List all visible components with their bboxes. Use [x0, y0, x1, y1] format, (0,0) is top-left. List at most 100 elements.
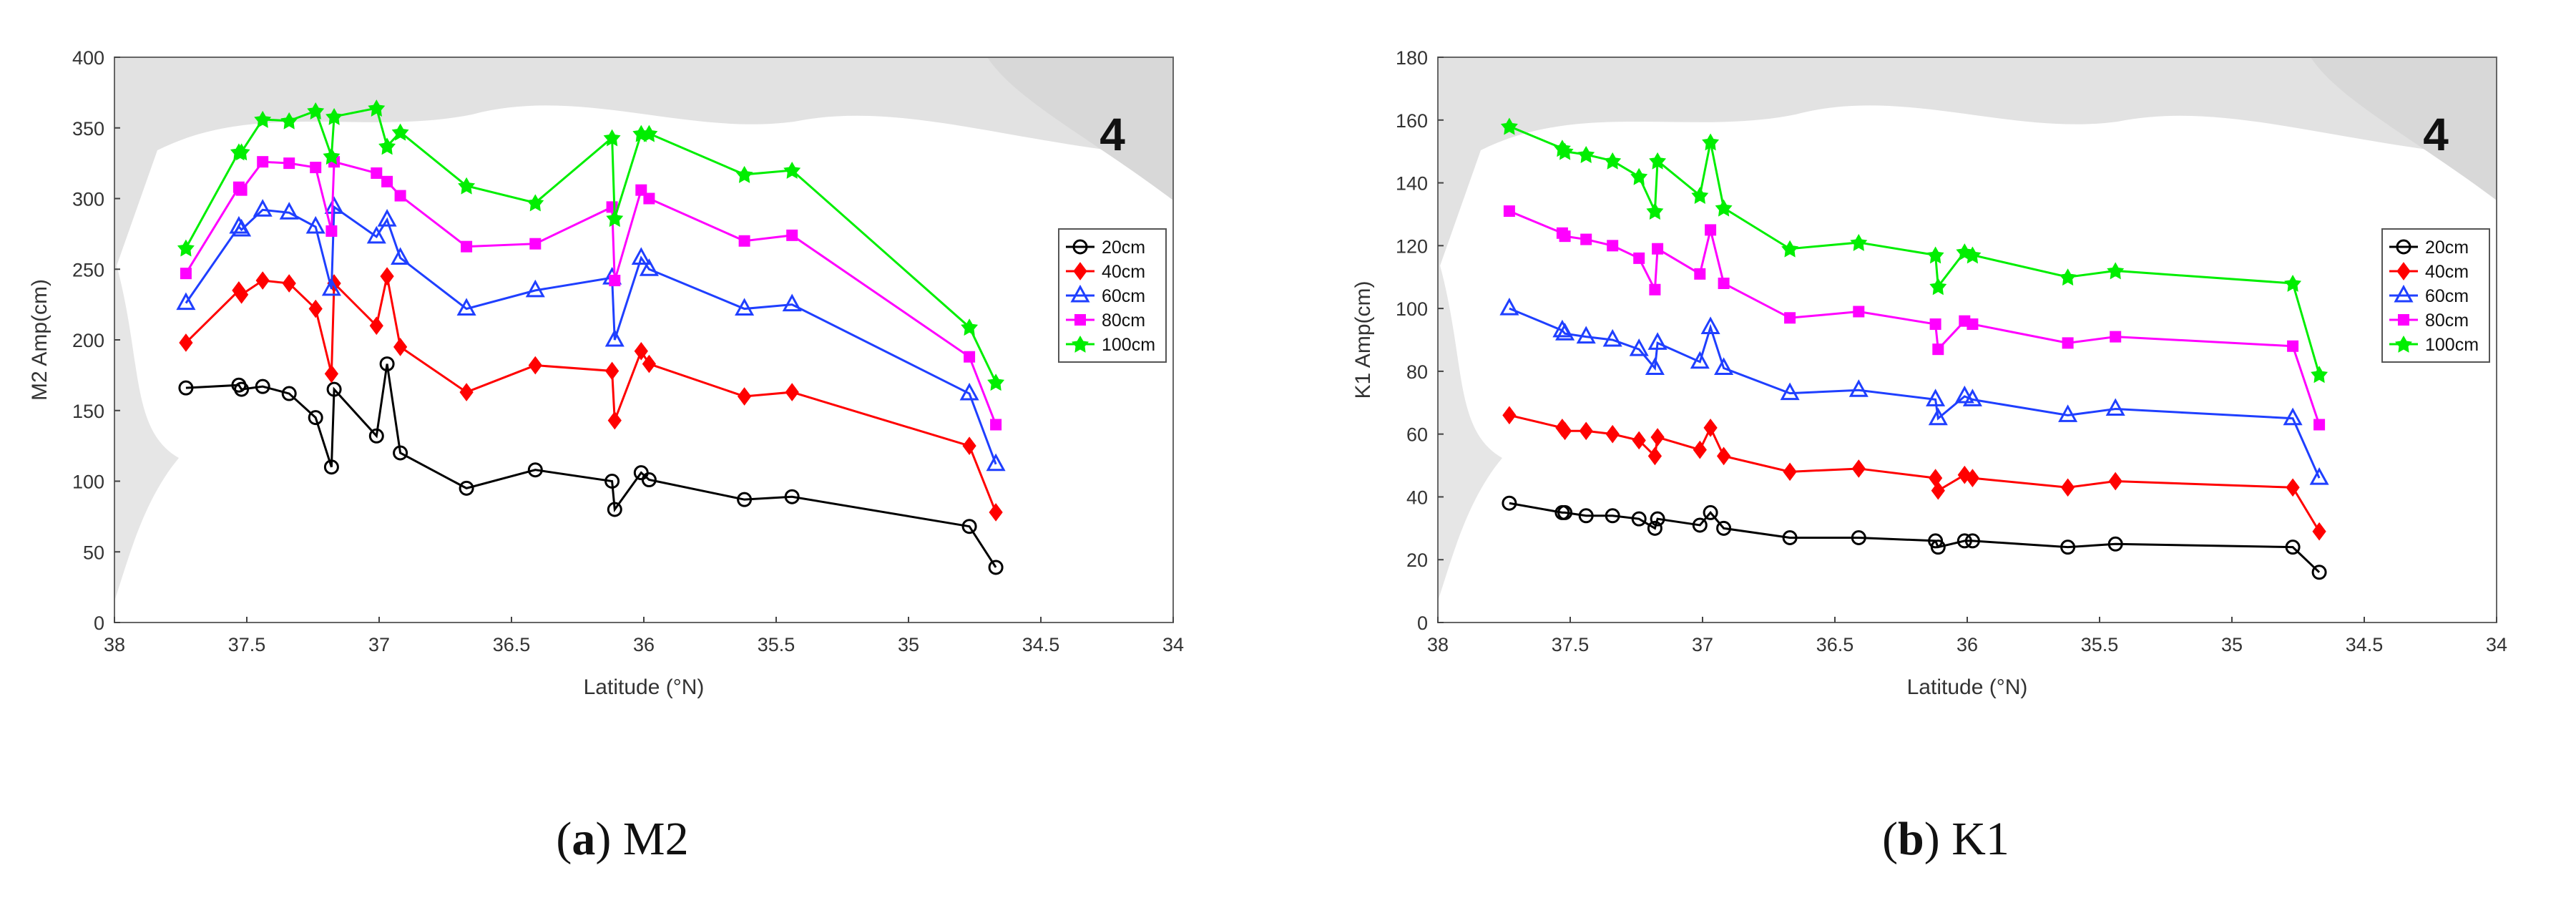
legend-label: 60cm: [2425, 286, 2469, 306]
data-point: [987, 374, 1005, 391]
data-point: [1500, 117, 1518, 135]
inset-label: 4: [1100, 109, 1125, 160]
data-point: [737, 387, 752, 406]
data-point: [458, 177, 476, 195]
caption-letter: a: [572, 813, 596, 865]
data-point: [1580, 233, 1592, 245]
data-point: [607, 411, 622, 430]
data-point: [642, 354, 657, 374]
series-40cm: [179, 267, 1003, 522]
data-point: [1784, 312, 1796, 324]
data-point: [2062, 337, 2074, 349]
y-tick-label: 200: [72, 330, 104, 351]
series-20cm: [1502, 495, 2327, 580]
data-point: [607, 502, 622, 517]
legend-marker: [2396, 239, 2411, 255]
data-point: [1928, 407, 1948, 426]
data-point: [640, 125, 658, 142]
y-tick-label: 300: [72, 189, 104, 210]
data-point: [391, 247, 411, 265]
x-tick-label: 34: [2486, 634, 2507, 655]
data-point: [377, 209, 397, 227]
data-point: [1647, 332, 1667, 350]
land-shape: [987, 57, 1173, 200]
x-tick-label: 38: [1427, 634, 1449, 655]
data-point: [459, 480, 474, 496]
data-point: [2311, 565, 2327, 580]
data-point: [2313, 419, 2326, 431]
data-point: [989, 503, 1003, 522]
data-point: [1645, 357, 1665, 375]
data-point: [1607, 240, 1619, 252]
data-point: [634, 341, 648, 361]
legend-label: 60cm: [1102, 286, 1145, 306]
data-point: [1649, 283, 1661, 296]
data-point: [1650, 428, 1665, 446]
y-tick-label: 350: [72, 118, 104, 140]
y-axis-title: K1 Amp(cm): [1351, 280, 1375, 399]
land-shape: [2311, 57, 2497, 200]
data-point: [1780, 382, 1800, 401]
chart-m2-svg: 4 38 37.5 37 36.5 36 35.5 35 34.5 34 0 50 100 150 200 2…: [28, 47, 1184, 699]
data-point: [786, 229, 798, 241]
data-point: [1652, 243, 1664, 255]
data-point: [1604, 152, 1622, 170]
x-tick-label: 36: [633, 634, 655, 655]
data-point: [2060, 540, 2076, 555]
series-line: [185, 205, 997, 465]
data-point: [606, 210, 624, 228]
data-point: [603, 129, 621, 147]
data-point: [1957, 533, 1972, 549]
y-tick-label: 160: [1396, 110, 1428, 132]
series-20cm: [178, 356, 1004, 575]
data-point: [1693, 440, 1707, 459]
data-point: [527, 462, 543, 478]
legend-marker: [1072, 335, 1089, 353]
y-tick-label: 250: [72, 259, 104, 280]
data-point: [326, 381, 342, 397]
data-point: [323, 459, 339, 475]
data-point: [1929, 278, 1947, 296]
data-point: [177, 239, 195, 257]
data-point: [1650, 511, 1665, 527]
data-point: [379, 356, 395, 372]
data-point: [394, 190, 406, 202]
data-point: [1930, 540, 1946, 555]
data-point: [2107, 536, 2123, 552]
data-point: [784, 489, 800, 504]
y-axis-title: M2 Amp(cm): [28, 279, 52, 401]
data-point: [1503, 205, 1515, 218]
data-point: [1602, 328, 1622, 347]
y-tick-label: 120: [1396, 235, 1428, 257]
y-tick-label: 100: [1396, 298, 1428, 320]
data-point: [1964, 246, 1982, 264]
series-line: [185, 363, 997, 568]
x-tick-label: 37.5: [1552, 634, 1590, 655]
data-point: [180, 268, 192, 280]
y-tick-label: 150: [72, 401, 104, 422]
x-tick-label: 37: [368, 634, 390, 655]
data-point: [371, 167, 383, 179]
data-point: [2284, 274, 2302, 292]
data-point: [1716, 520, 1732, 536]
land-shape: [1438, 258, 1502, 601]
data-point: [1700, 316, 1720, 334]
data-point: [1499, 297, 1519, 316]
data-point: [609, 275, 621, 287]
chart-panel-m2: 4 38 37.5 37 36.5 36 35.5 35 34.5 34 0 50 100 150 200 2…: [7, 29, 1238, 887]
data-point: [1556, 142, 1574, 160]
x-tick-label: 36.5: [1816, 634, 1854, 655]
legend: 20cm 40cm 60cm 80cm 100cm: [2381, 228, 2490, 363]
data-point: [1703, 419, 1718, 437]
data-point: [178, 380, 194, 396]
data-point: [1964, 533, 1980, 549]
data-point: [1929, 318, 1941, 331]
data-point: [232, 143, 250, 161]
data-point: [604, 474, 620, 489]
series-line: [1509, 502, 2321, 573]
data-point: [234, 381, 250, 397]
data-point: [1557, 504, 1573, 520]
data-point: [639, 258, 659, 276]
data-point: [461, 240, 473, 253]
data-point: [368, 99, 386, 117]
